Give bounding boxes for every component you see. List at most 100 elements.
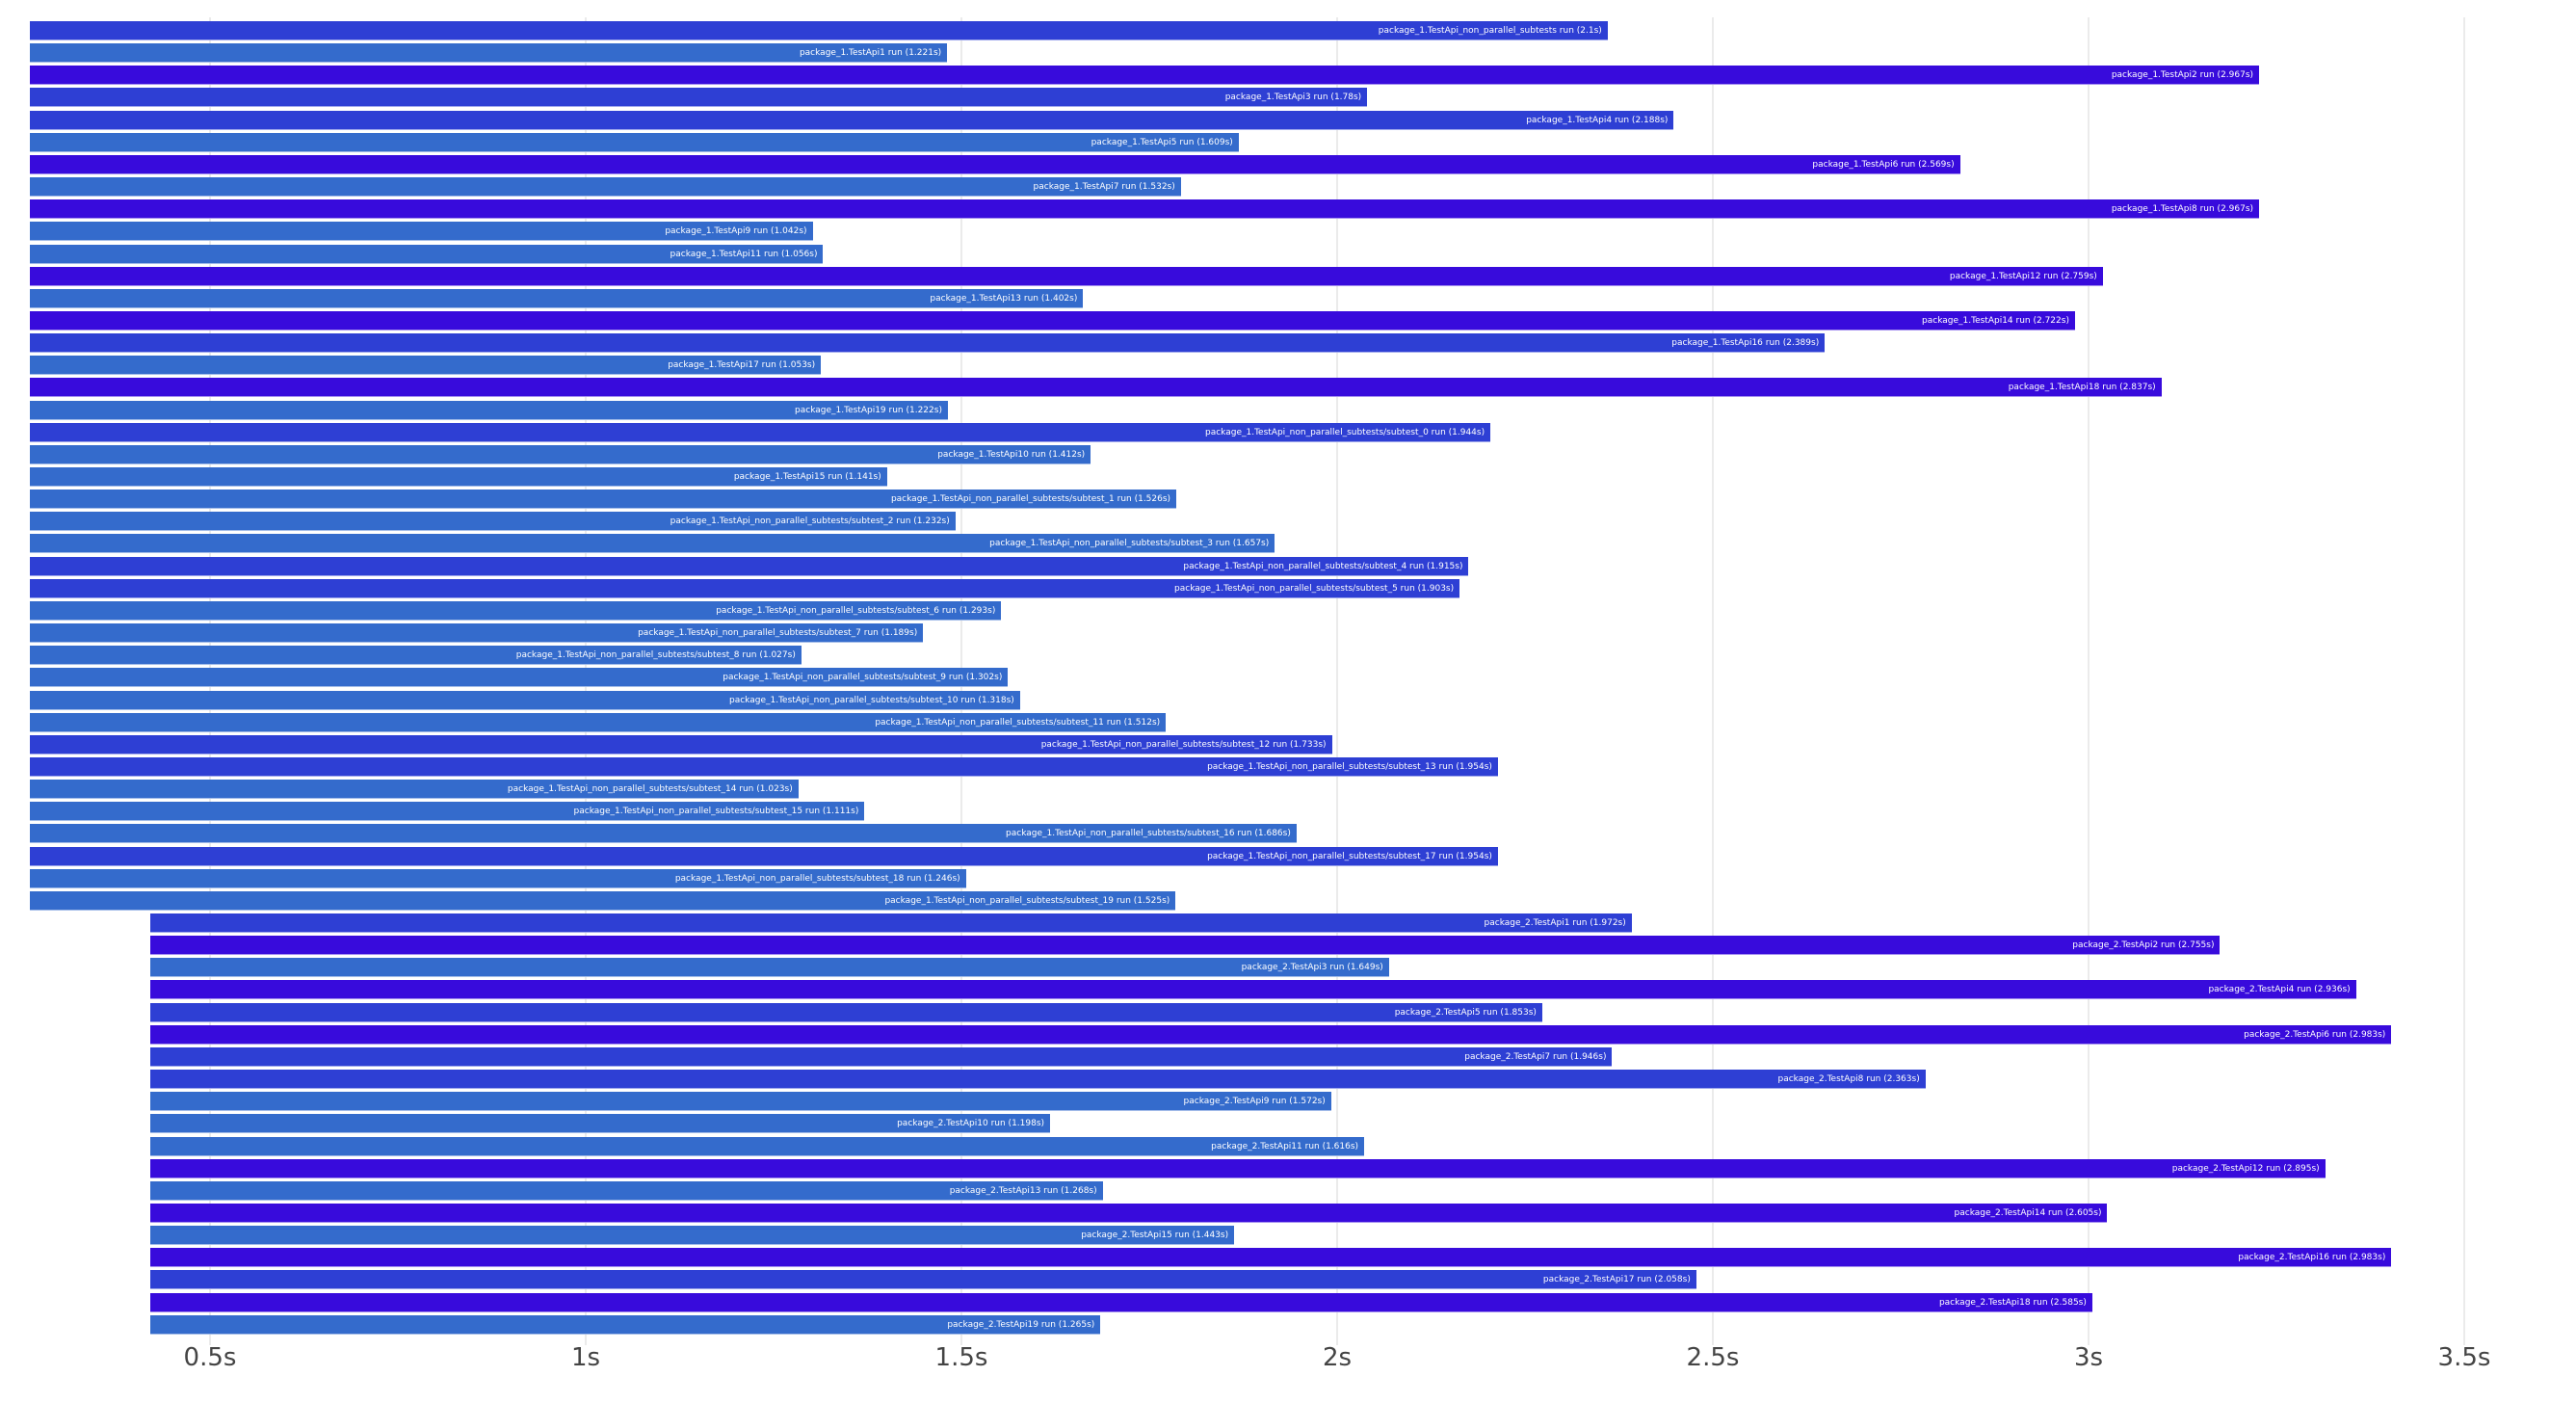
- gantt-bar[interactable]: package_1.TestApi_non_parallel_subtests/…: [29, 734, 1332, 754]
- bar-label: package_1.TestApi_non_parallel_subtests/…: [507, 784, 793, 795]
- bar-label: package_1.TestApi_non_parallel_subtests/…: [573, 807, 859, 817]
- gantt-bar[interactable]: package_2.TestApi19 run (1.265s): [149, 1314, 1101, 1335]
- gantt-bar[interactable]: package_1.TestApi14 run (2.722s): [29, 310, 2075, 331]
- gantt-bar[interactable]: package_1.TestApi_non_parallel_subtests/…: [29, 756, 1498, 777]
- gantt-bar[interactable]: package_1.TestApi15 run (1.141s): [29, 467, 887, 487]
- bar-label: package_2.TestApi10 run (1.198s): [897, 1119, 1045, 1129]
- gantt-bar[interactable]: package_1.TestApi_non_parallel_subtests/…: [29, 712, 1167, 732]
- bar-label: package_1.TestApi_non_parallel_subtests/…: [515, 650, 796, 661]
- gantt-bar[interactable]: package_1.TestApi_non_parallel_subtests/…: [29, 490, 1177, 510]
- x-tick-label: 3.5s: [2437, 1343, 2491, 1372]
- gantt-bar[interactable]: package_2.TestApi6 run (2.983s): [149, 1024, 2392, 1045]
- x-tick-label: 1s: [570, 1343, 601, 1372]
- bar-label: package_1.TestApi_non_parallel_subtests/…: [723, 673, 1003, 683]
- gantt-bar[interactable]: package_1.TestApi11 run (1.056s): [29, 244, 824, 264]
- gantt-bar[interactable]: package_2.TestApi3 run (1.649s): [149, 958, 1389, 978]
- bar-label: package_1.TestApi_non_parallel_subtests/…: [875, 717, 1161, 728]
- gantt-bar[interactable]: package_1.TestApi_non_parallel_subtests/…: [29, 668, 1009, 688]
- gantt-bar[interactable]: package_2.TestApi2 run (2.755s): [149, 936, 2221, 956]
- bar-label: package_2.TestApi5 run (1.853s): [1394, 1007, 1537, 1018]
- gantt-bar[interactable]: package_1.TestApi_non_parallel_subtests/…: [29, 623, 924, 644]
- gantt-bar[interactable]: package_2.TestApi4 run (2.936s): [149, 980, 2356, 1000]
- gantt-bar[interactable]: package_2.TestApi18 run (2.585s): [149, 1292, 2092, 1312]
- bar-label: package_1.TestApi_non_parallel_subtests/…: [1205, 427, 1485, 437]
- gantt-bar[interactable]: package_1.TestApi_non_parallel_subtests/…: [29, 868, 966, 888]
- bar-label: package_1.TestApi_non_parallel_subtests/…: [1207, 761, 1492, 772]
- gantt-bar[interactable]: package_2.TestApi8 run (2.363s): [149, 1070, 1926, 1090]
- bar-label: package_2.TestApi13 run (1.268s): [949, 1185, 1097, 1196]
- bar-label: package_1.TestApi_non_parallel_subtests/…: [1183, 561, 1463, 571]
- gantt-bar[interactable]: package_2.TestApi9 run (1.572s): [149, 1092, 1331, 1112]
- gantt-bar[interactable]: package_1.TestApi_non_parallel_subtests/…: [29, 802, 865, 822]
- gantt-bar[interactable]: package_2.TestApi10 run (1.198s): [149, 1114, 1051, 1134]
- gantt-bar[interactable]: package_1.TestApi_non_parallel_subtests/…: [29, 846, 1498, 866]
- gantt-bar[interactable]: package_1.TestApi10 run (1.412s): [29, 444, 1091, 464]
- gantt-bar[interactable]: package_1.TestApi1 run (1.221s): [29, 43, 948, 64]
- bar-label: package_2.TestApi6 run (2.983s): [2244, 1029, 2386, 1040]
- bar-label: package_2.TestApi9 run (1.572s): [1183, 1097, 1326, 1107]
- gantt-bar[interactable]: package_2.TestApi14 run (2.605s): [149, 1203, 2108, 1223]
- bar-label: package_1.TestApi4 run (2.188s): [1526, 115, 1669, 125]
- gantt-bar[interactable]: package_1.TestApi_non_parallel_subtests/…: [29, 422, 1491, 442]
- gantt-bar[interactable]: package_1.TestApi_non_parallel_subtests/…: [29, 578, 1460, 598]
- gantt-bar[interactable]: package_1.TestApi4 run (2.188s): [29, 110, 1674, 130]
- bar-label: package_1.TestApi_non_parallel_subtests/…: [716, 605, 996, 616]
- gantt-bar[interactable]: package_1.TestApi_non_parallel_subtests/…: [29, 646, 802, 666]
- gantt-bar[interactable]: package_2.TestApi7 run (1.946s): [149, 1046, 1613, 1067]
- bar-label: package_2.TestApi1 run (1.972s): [1484, 918, 1626, 928]
- gantt-bar[interactable]: package_2.TestApi13 run (1.268s): [149, 1180, 1103, 1201]
- bar-label: package_1.TestApi17 run (1.053s): [668, 360, 816, 371]
- bar-label: package_1.TestApi19 run (1.222s): [795, 405, 942, 415]
- gantt-bar[interactable]: package_1.TestApi12 run (2.759s): [29, 266, 2103, 286]
- grid-line: [2463, 17, 2465, 1345]
- gantt-bar[interactable]: package_1.TestApi_non_parallel_subtests/…: [29, 556, 1469, 576]
- gantt-bar[interactable]: package_1.TestApi_non_parallel_subtests/…: [29, 600, 1002, 621]
- gantt-bar[interactable]: package_1.TestApi7 run (1.532s): [29, 177, 1181, 198]
- gantt-bar[interactable]: package_1.TestApi16 run (2.389s): [29, 333, 1826, 354]
- gantt-bar[interactable]: package_1.TestApi5 run (1.609s): [29, 132, 1239, 152]
- x-tick-label: 3s: [2073, 1343, 2104, 1372]
- bar-label: package_2.TestApi11 run (1.616s): [1211, 1141, 1359, 1152]
- gantt-bar[interactable]: package_2.TestApi15 run (1.443s): [149, 1226, 1235, 1246]
- gantt-bar[interactable]: package_1.TestApi_non_parallel_subtests/…: [29, 890, 1176, 911]
- bar-label: package_1.TestApi_non_parallel_subtests/…: [1040, 739, 1327, 750]
- bar-label: package_1.TestApi11 run (1.056s): [670, 249, 818, 259]
- gantt-bar[interactable]: package_1.TestApi2 run (2.967s): [29, 66, 2260, 86]
- gantt-bar[interactable]: package_1.TestApi_non_parallel_subtests/…: [29, 824, 1297, 844]
- x-tick-label: 1.5s: [934, 1343, 988, 1372]
- bar-label: package_1.TestApi_non_parallel_subtests/…: [674, 873, 960, 884]
- gantt-bar[interactable]: package_2.TestApi12 run (2.895s): [149, 1158, 2326, 1178]
- gantt-bar[interactable]: package_1.TestApi9 run (1.042s): [29, 222, 813, 242]
- bar-label: package_1.TestApi3 run (1.78s): [1224, 93, 1362, 103]
- gantt-bar[interactable]: package_1.TestApi13 run (1.402s): [29, 288, 1084, 308]
- gantt-bar[interactable]: package_2.TestApi1 run (1.972s): [149, 913, 1632, 933]
- bar-label: package_2.TestApi17 run (2.058s): [1542, 1275, 1691, 1285]
- bar-label: package_1.TestApi_non_parallel_subtests/…: [638, 628, 918, 639]
- gantt-bar[interactable]: package_1.TestApi18 run (2.837s): [29, 378, 2162, 398]
- gantt-bar[interactable]: package_1.TestApi_non_parallel_subtests/…: [29, 534, 1275, 554]
- x-tick-label: 0.5s: [183, 1343, 237, 1372]
- gantt-bar[interactable]: package_1.TestApi_non_parallel_subtests/…: [29, 512, 956, 532]
- gantt-bar[interactable]: package_1.TestApi6 run (2.569s): [29, 154, 1960, 174]
- bar-label: package_1.TestApi13 run (1.402s): [930, 293, 1078, 304]
- bar-label: package_2.TestApi18 run (2.585s): [1938, 1297, 2087, 1308]
- gantt-bar[interactable]: package_2.TestApi11 run (1.616s): [149, 1136, 1365, 1156]
- gantt-bar[interactable]: package_2.TestApi17 run (2.058s): [149, 1270, 1696, 1290]
- gantt-bar[interactable]: package_1.TestApi17 run (1.053s): [29, 356, 822, 376]
- bar-label: package_1.TestApi_non_parallel_subtests/…: [1006, 829, 1291, 839]
- bar-label: package_1.TestApi8 run (2.967s): [2111, 204, 2254, 215]
- bar-label: package_2.TestApi2 run (2.755s): [2072, 940, 2215, 951]
- gantt-bar[interactable]: package_1.TestApi_non_parallel_subtests …: [29, 21, 1608, 40]
- gantt-bar[interactable]: package_1.TestApi3 run (1.78s): [29, 88, 1368, 108]
- x-tick-label: 2.5s: [1686, 1343, 1740, 1372]
- grid-line: [1712, 17, 1714, 1345]
- bar-label: package_1.TestApi_non_parallel_subtests/…: [1207, 851, 1492, 861]
- gantt-bar[interactable]: package_1.TestApi19 run (1.222s): [29, 400, 948, 420]
- gantt-bar[interactable]: package_2.TestApi5 run (1.853s): [149, 1002, 1542, 1022]
- bar-label: package_2.TestApi7 run (1.946s): [1464, 1051, 1607, 1062]
- gantt-bar[interactable]: package_1.TestApi_non_parallel_subtests/…: [29, 690, 1020, 710]
- gantt-bar[interactable]: package_2.TestApi16 run (2.983s): [149, 1248, 2392, 1268]
- bar-label: package_1.TestApi18 run (2.837s): [2008, 383, 2156, 393]
- gantt-bar[interactable]: package_1.TestApi_non_parallel_subtests/…: [29, 780, 799, 800]
- gantt-bar[interactable]: package_1.TestApi8 run (2.967s): [29, 199, 2260, 220]
